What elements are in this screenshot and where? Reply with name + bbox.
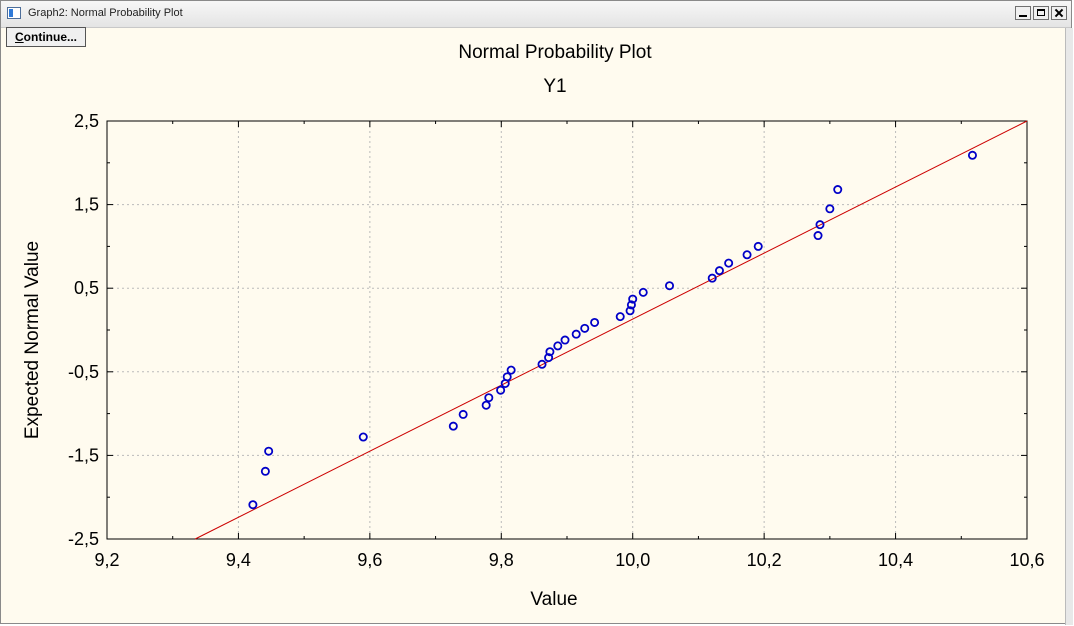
x-axis-label: Value <box>530 589 577 610</box>
data-point <box>724 258 734 268</box>
data-point <box>707 273 717 283</box>
data-point <box>358 432 368 442</box>
plot-area-frame <box>106 120 1028 540</box>
y-tick-label: 0,5 <box>74 278 99 298</box>
data-point <box>615 312 625 322</box>
data-point <box>458 409 468 419</box>
grid-lines <box>107 121 1027 539</box>
data-point <box>545 347 555 357</box>
data-point <box>260 466 270 476</box>
data-point <box>580 323 590 333</box>
y-tick-labels: 2,5 1,5 0,5 -0,5 -1,5 -2,5 <box>68 111 99 549</box>
y-tick-label: -2,5 <box>68 529 99 549</box>
data-point <box>742 250 752 260</box>
window-title: Graph2: Normal Probability Plot <box>28 7 183 19</box>
data-point <box>626 300 636 310</box>
y-tick-label: -1,5 <box>68 445 99 465</box>
continue-button[interactable]: Continue... <box>6 27 86 47</box>
window-right-edge <box>1065 28 1073 625</box>
x-tick-label: 9,6 <box>357 550 382 570</box>
chart-title: Normal Probability Plot <box>458 42 652 63</box>
y-tick-label: 1,5 <box>74 195 99 215</box>
data-point <box>553 341 563 351</box>
maximize-button[interactable] <box>1033 6 1049 20</box>
fit-line <box>194 120 1028 540</box>
close-button[interactable] <box>1051 6 1067 20</box>
graph-app-icon <box>7 7 21 19</box>
data-point <box>967 150 977 160</box>
data-point <box>665 281 675 291</box>
data-point <box>264 446 274 456</box>
minimize-button[interactable] <box>1015 6 1031 20</box>
data-point <box>714 266 724 276</box>
x-tick-label: 10,2 <box>747 550 782 570</box>
data-point <box>813 231 823 241</box>
data-point <box>638 287 648 297</box>
window-controls <box>1015 6 1067 20</box>
data-point <box>248 500 258 510</box>
data-point <box>825 204 835 214</box>
data-point <box>625 306 635 316</box>
data-point <box>448 421 458 431</box>
y-axis-label: Expected Normal Value <box>22 241 43 439</box>
x-tick-labels: 9,2 9,4 9,6 9,8 10,0 10,2 10,4 10,6 <box>94 550 1044 570</box>
data-point <box>544 353 554 363</box>
data-point <box>571 329 581 339</box>
data-point <box>560 335 570 345</box>
data-point <box>481 400 491 410</box>
x-tick-label: 10,6 <box>1009 550 1044 570</box>
data-point <box>496 385 506 395</box>
y-tick-label: 2,5 <box>74 111 99 131</box>
title-bar[interactable]: Graph2: Normal Probability Plot <box>1 1 1071 28</box>
x-tick-label: 9,8 <box>489 550 514 570</box>
chart-subtitle: Y1 <box>543 76 566 97</box>
data-point <box>506 365 516 375</box>
data-point <box>537 359 547 369</box>
data-point <box>590 317 600 327</box>
x-tick-label: 10,4 <box>878 550 913 570</box>
axis-ticks <box>106 120 1028 540</box>
data-point <box>502 372 512 382</box>
x-tick-label: 10,0 <box>615 550 650 570</box>
data-point <box>484 393 494 403</box>
data-point <box>833 185 843 195</box>
data-points <box>248 150 977 510</box>
data-point <box>753 241 763 251</box>
data-point <box>815 220 825 230</box>
data-point <box>628 294 638 304</box>
y-tick-label: -0,5 <box>68 362 99 382</box>
x-tick-label: 9,4 <box>226 550 251 570</box>
x-tick-label: 9,2 <box>94 550 119 570</box>
